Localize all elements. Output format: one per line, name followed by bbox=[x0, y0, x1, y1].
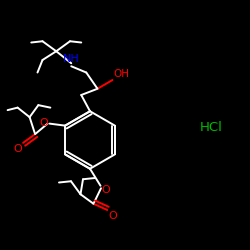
Text: O: O bbox=[101, 185, 110, 195]
Text: OH: OH bbox=[114, 69, 130, 79]
Text: O: O bbox=[40, 118, 48, 128]
Text: O: O bbox=[13, 144, 22, 154]
Text: NH: NH bbox=[62, 54, 79, 64]
Text: O: O bbox=[108, 211, 117, 221]
Text: HCl: HCl bbox=[200, 121, 223, 134]
